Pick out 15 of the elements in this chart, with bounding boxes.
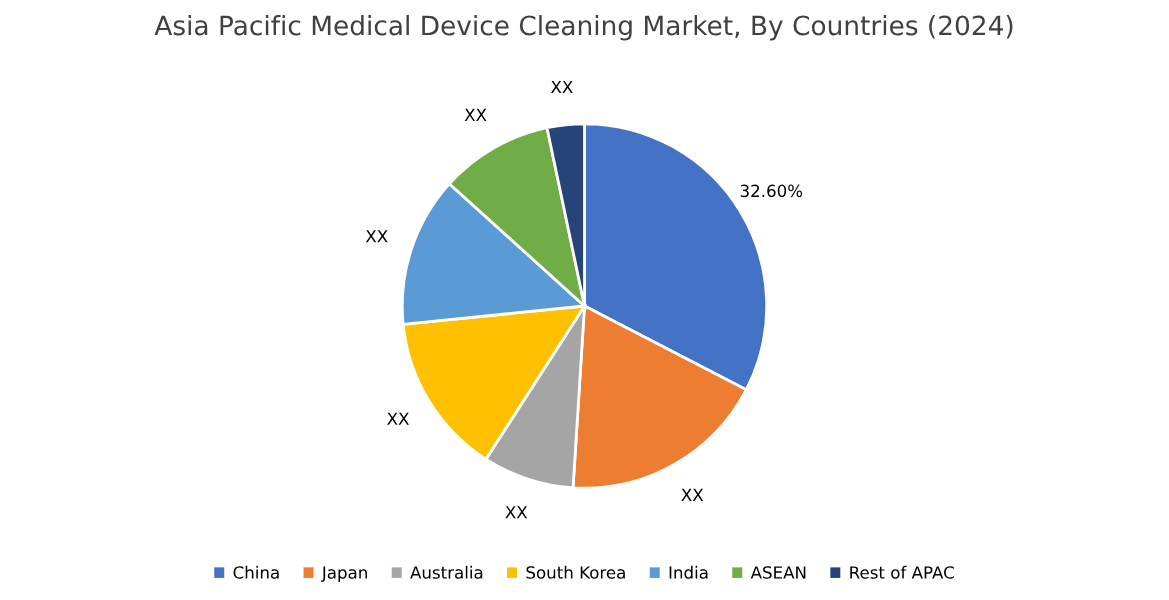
data-label: XX: [464, 108, 487, 121]
data-label: XX: [365, 230, 388, 243]
legend-label: ASEAN: [750, 566, 806, 579]
data-label: XX: [681, 488, 704, 501]
legend-label: Rest of APAC: [850, 565, 954, 579]
data-label: XX: [550, 80, 573, 94]
legend-label: India: [669, 565, 708, 579]
data-label: XX: [505, 506, 528, 519]
data-label: 32.60%: [740, 184, 803, 198]
data-label: XX: [387, 412, 409, 425]
legend-label: Japan: [320, 566, 367, 582]
chart-title: Asia Pacific Medical Device Cleaning Market, By Countries (2024): [154, 15, 1013, 41]
legend-label: South Korea: [526, 565, 625, 579]
legend-label: Australia: [410, 565, 483, 579]
legend-label: China: [233, 565, 279, 579]
